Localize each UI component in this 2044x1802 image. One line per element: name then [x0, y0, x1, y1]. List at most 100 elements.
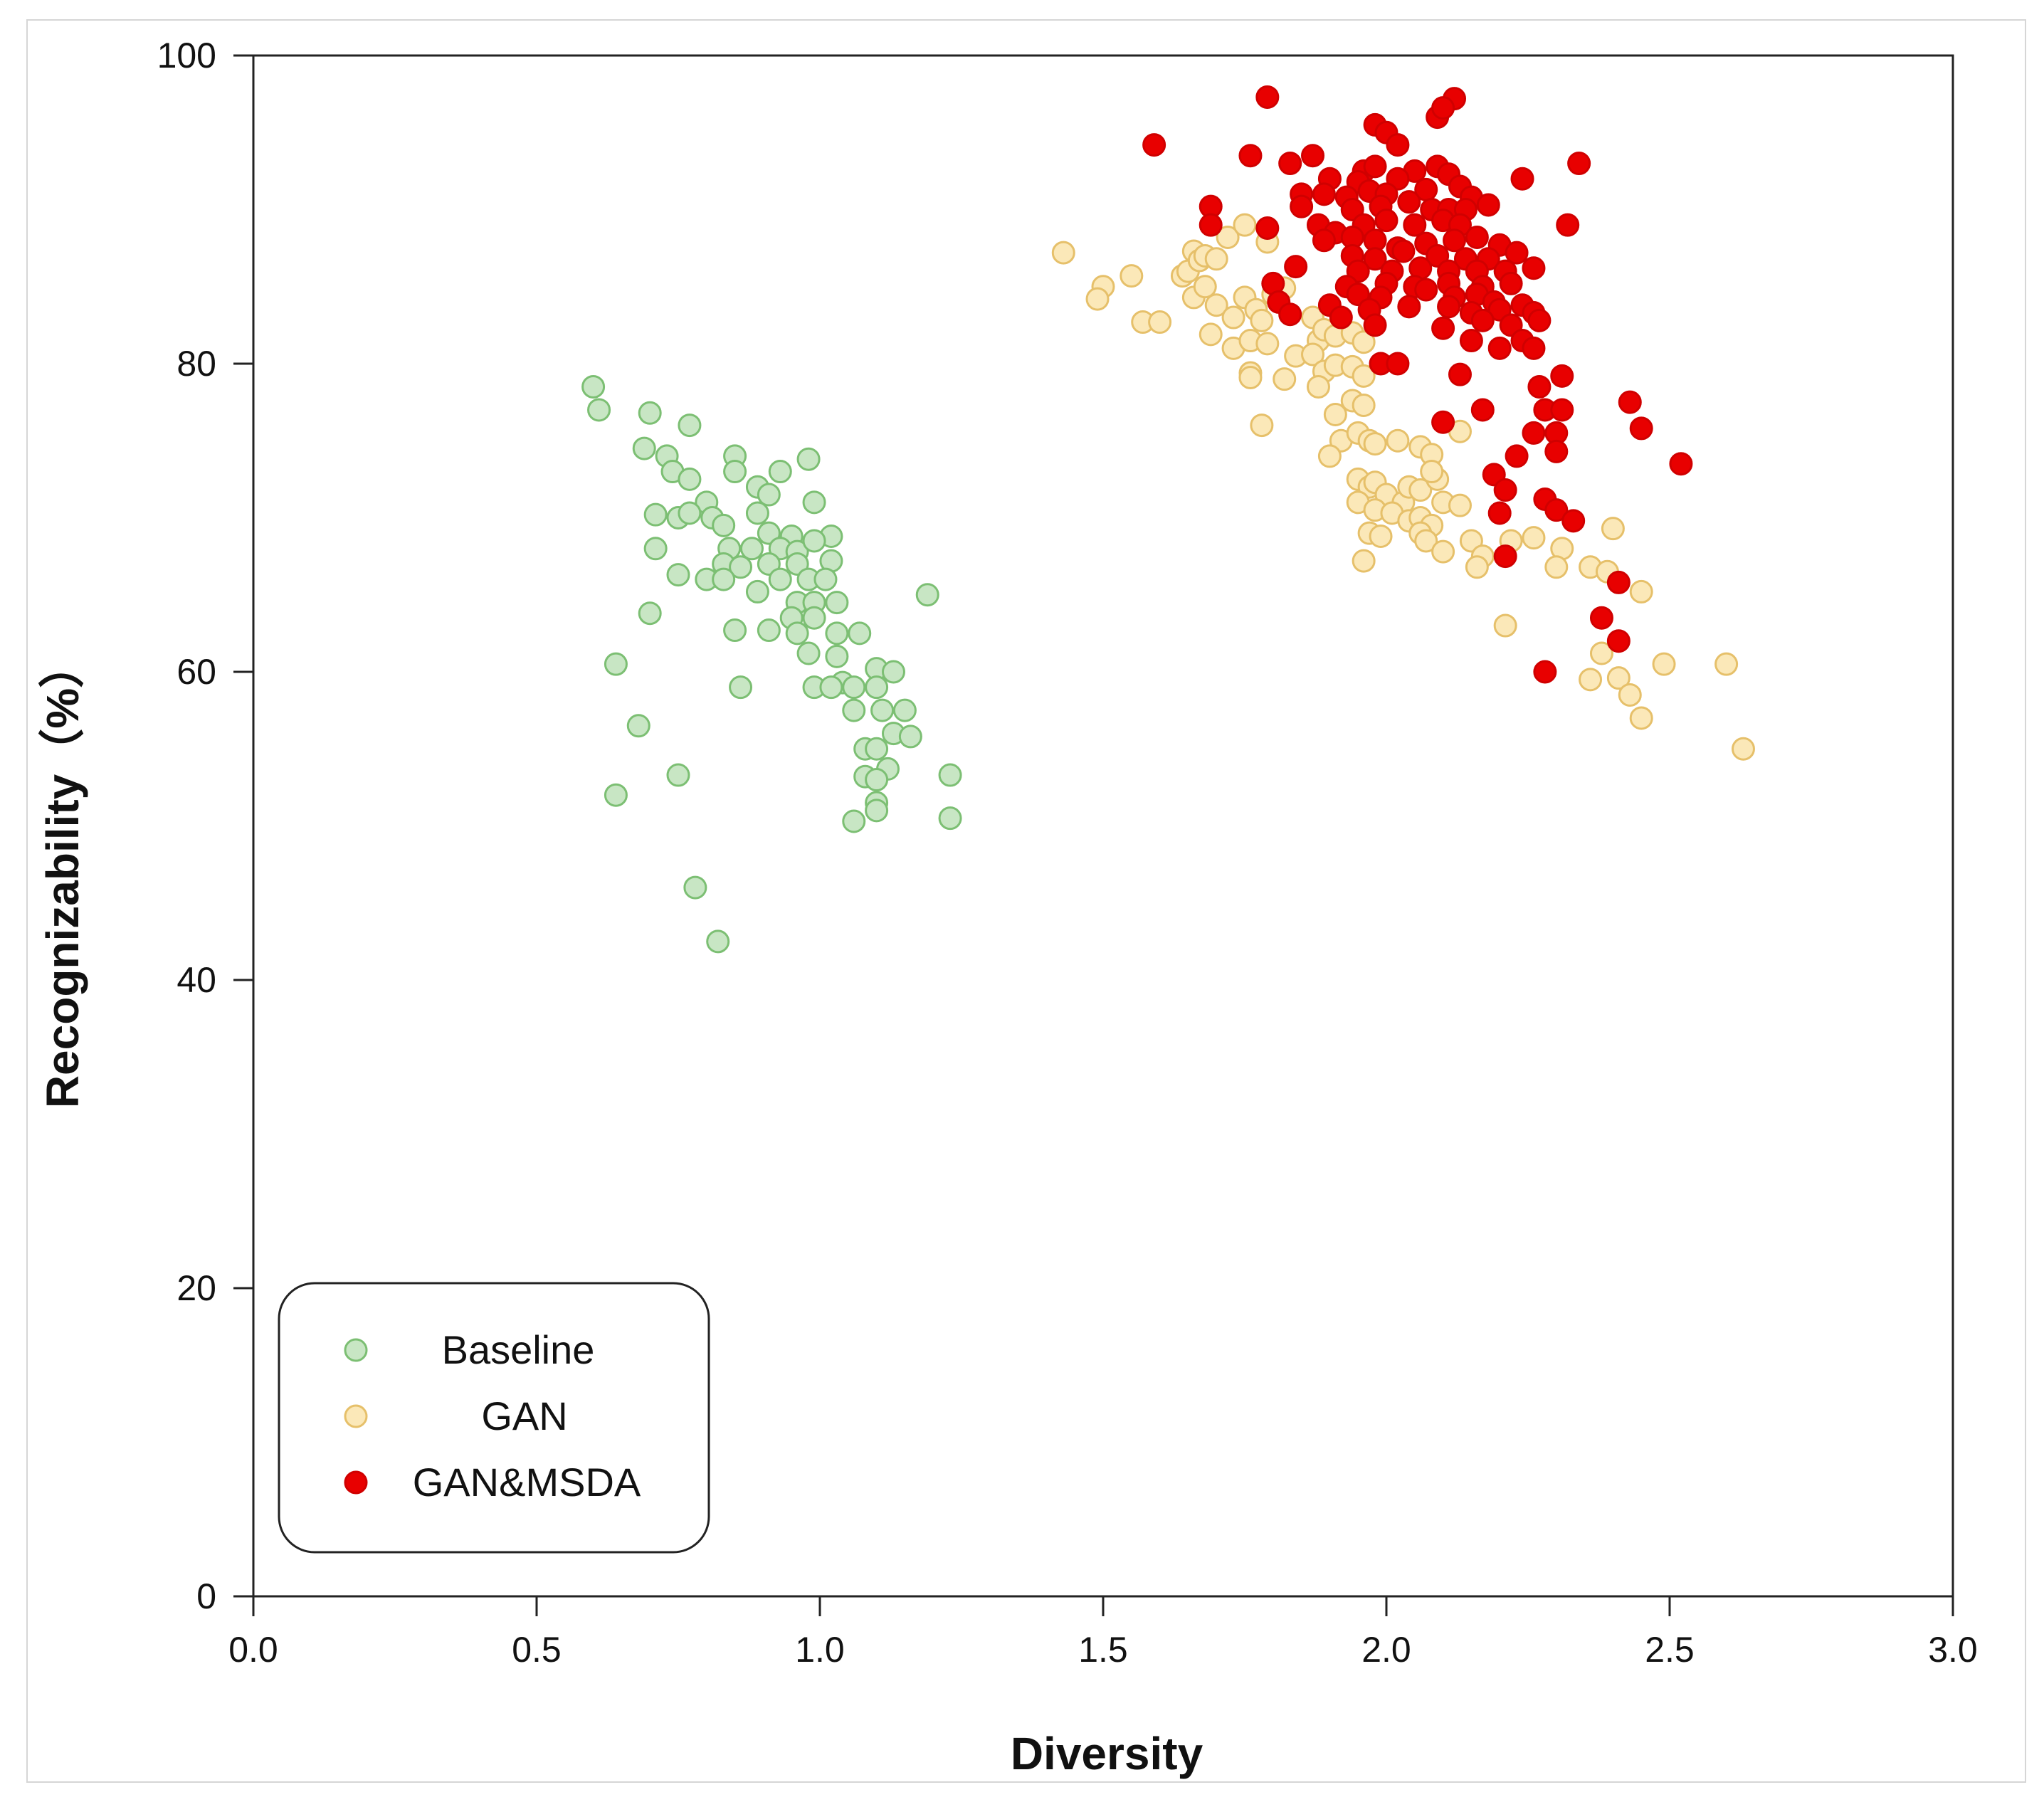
gan-point — [1352, 549, 1376, 573]
gan-msda-point — [1142, 133, 1166, 157]
gan-point — [1652, 652, 1676, 676]
gan-msda-point — [1487, 336, 1512, 360]
baseline-point — [683, 875, 707, 900]
series-gan — [1051, 213, 1755, 761]
gan-point — [1420, 460, 1444, 484]
x-tick-label: 2.0 — [1361, 1630, 1411, 1670]
gan-point — [1352, 364, 1376, 388]
gan-msda-point — [1589, 606, 1613, 630]
series-baseline — [581, 374, 962, 954]
gan-msda-point — [1669, 452, 1693, 476]
gan-point — [1731, 737, 1755, 761]
gan-point — [1629, 706, 1653, 730]
gan-point — [1408, 478, 1433, 502]
gan-msda-point — [1606, 629, 1631, 653]
baseline-point — [745, 501, 769, 525]
gan-point — [1589, 641, 1613, 665]
baseline-point — [848, 621, 872, 646]
gan-msda-point — [1505, 444, 1529, 468]
gan-point — [1085, 287, 1110, 311]
baseline-point — [745, 579, 769, 604]
baseline-point — [604, 652, 628, 676]
gan-point — [1431, 539, 1455, 564]
baseline-point — [604, 783, 628, 807]
gan-msda-point — [1397, 190, 1421, 214]
gan-msda-point — [1363, 313, 1387, 337]
baseline-point — [678, 413, 702, 438]
series-gan-msda — [1142, 85, 1693, 684]
gan-point — [1544, 555, 1569, 579]
baseline-point — [938, 763, 962, 787]
gan-msda-point — [1493, 478, 1517, 502]
gan-msda-point — [1431, 316, 1455, 340]
baseline-point — [757, 483, 781, 507]
legend-box — [278, 1282, 710, 1554]
baseline-point — [678, 501, 702, 525]
baseline-point — [842, 698, 866, 722]
gan-msda-point — [1255, 85, 1280, 109]
gan-msda-point — [1397, 295, 1421, 319]
gan-msda-point — [1374, 209, 1398, 233]
baseline-point — [626, 714, 650, 738]
baseline-point — [938, 806, 962, 831]
x-axis-title: Diversity — [1011, 1728, 1203, 1779]
gan-point — [1386, 428, 1410, 453]
baseline-point — [819, 675, 843, 700]
baseline-point — [825, 591, 849, 615]
gan-msda-point — [1556, 213, 1580, 237]
gan-point — [1579, 668, 1603, 692]
gan-msda-point — [1301, 144, 1325, 168]
data-points — [581, 85, 1755, 954]
baseline-point — [865, 768, 889, 792]
gan-msda-point — [1470, 308, 1495, 332]
baseline-point — [865, 799, 889, 823]
gan-point — [1221, 305, 1245, 330]
gan-point — [1352, 393, 1376, 417]
gan-point — [1255, 332, 1280, 356]
baseline-point — [892, 698, 917, 722]
baseline-point — [678, 467, 702, 491]
gan-msda-point — [1431, 410, 1455, 434]
baseline-point — [632, 436, 656, 460]
gan-msda-point — [1290, 194, 1314, 218]
gan-point — [1522, 526, 1546, 550]
gan-point — [1448, 493, 1472, 517]
baseline-point — [729, 675, 753, 700]
y-axis-title: Recognizability（%） — [37, 643, 88, 1108]
x-tick-label: 1.0 — [795, 1630, 845, 1670]
gan-point — [1714, 652, 1739, 676]
gan-point — [1606, 666, 1631, 690]
gan-point — [1216, 225, 1240, 249]
gan-point — [1120, 264, 1144, 288]
gan-point — [1414, 529, 1438, 553]
gan-point — [1199, 322, 1223, 347]
baseline-point — [666, 763, 690, 787]
baseline-point — [723, 460, 747, 484]
baseline-point — [898, 725, 922, 749]
gan-msda-point — [1312, 228, 1336, 253]
gan-msda-point — [1544, 439, 1569, 463]
gan-msda-point — [1629, 416, 1653, 441]
y-tick-label: 20 — [177, 1268, 216, 1308]
legend-label-baseline: Baseline — [442, 1327, 595, 1372]
gan-msda-point — [1238, 144, 1263, 168]
gan-msda-point — [1448, 362, 1472, 386]
baseline-point — [865, 675, 889, 700]
baseline-point — [842, 809, 866, 833]
gan-point — [1317, 444, 1342, 468]
gan-msda-point — [1255, 216, 1280, 240]
gan-msda-point — [1487, 501, 1512, 525]
legend-label-gan: GAN — [481, 1393, 567, 1438]
gan-msda-point — [1505, 241, 1529, 265]
gan-msda-point — [1443, 228, 1467, 253]
baseline-point — [865, 737, 889, 761]
gan-point — [1051, 241, 1075, 265]
gan-msda-point — [1522, 421, 1546, 445]
gan-msda-point — [1278, 152, 1302, 176]
gan-point — [1273, 367, 1297, 391]
gan-point — [1465, 555, 1489, 579]
baseline-point — [825, 644, 849, 668]
gan-msda-point — [1476, 193, 1500, 217]
baseline-point — [638, 601, 662, 626]
